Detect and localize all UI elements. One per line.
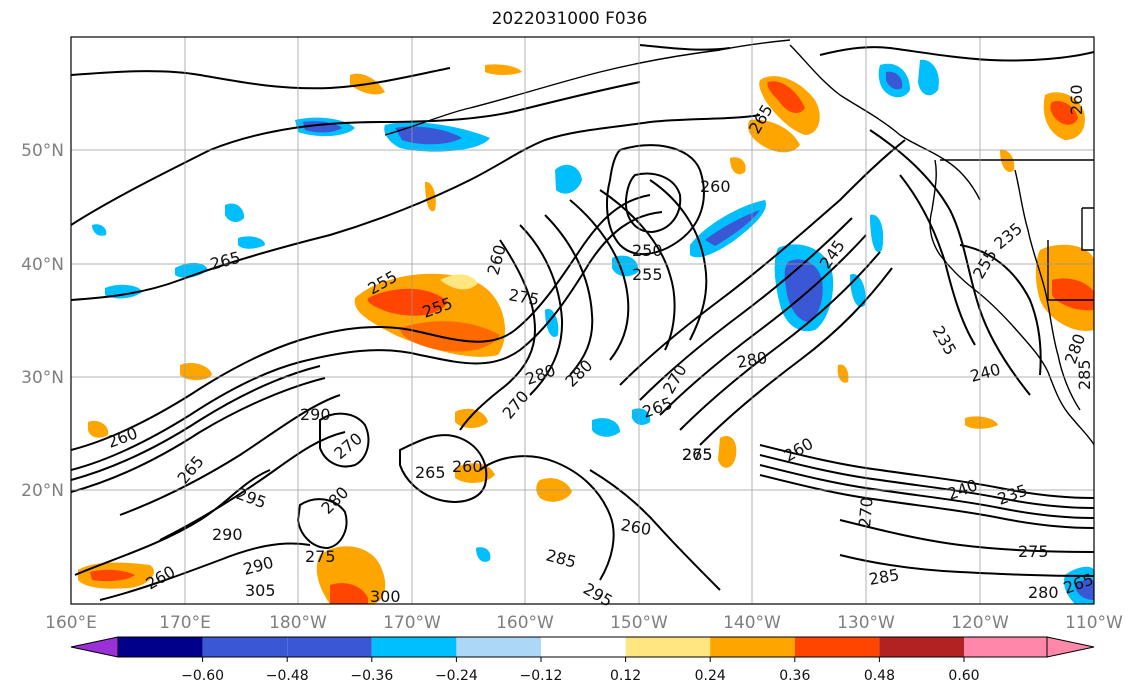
- contour-label: 250: [632, 241, 663, 260]
- positive-anomaly-blob: [354, 273, 506, 357]
- lon-tick-label: 160°W: [496, 613, 554, 633]
- colorbar-label: 0.60: [948, 668, 979, 684]
- colorbar-segment: [964, 637, 1047, 657]
- colorbar-segment: [287, 637, 372, 657]
- negative-anomaly-blob: [878, 59, 939, 98]
- contour-label: 265: [415, 463, 446, 482]
- latitude-axis: 50°N 40°N 30°N 20°N: [21, 141, 64, 501]
- lon-tick-label: 180°W: [269, 613, 327, 633]
- colorbar-label: −0.12: [520, 668, 563, 684]
- positive-anomaly-blob: [1043, 92, 1085, 140]
- lon-tick-label: 110°W: [1065, 613, 1123, 633]
- contour-label: 260: [452, 457, 483, 476]
- colorbar: −0.60 −0.48 −0.36 −0.24 −0.12 0.12 0.24 …: [70, 636, 1095, 684]
- positive-anomaly-blob: [1035, 244, 1094, 331]
- lon-tick-label: 170°E: [159, 613, 211, 633]
- contour-label: 280: [1028, 583, 1059, 602]
- lon-tick-label: 130°W: [837, 613, 895, 633]
- positive-anomaly-blob: [747, 76, 820, 153]
- negative-anomaly-blob: [690, 200, 766, 258]
- colorbar-segment: [879, 637, 964, 657]
- colorbar-segment: [118, 637, 203, 657]
- colorbar-segment: [794, 637, 880, 657]
- lon-tick-label: 160°E: [45, 613, 97, 633]
- contour-label: 275: [305, 547, 336, 566]
- colorbar-segment: [371, 637, 457, 657]
- colorbar-segment: [541, 637, 626, 657]
- positive-anomaly-blob: [316, 546, 386, 604]
- colorbar-label: −0.36: [350, 668, 393, 684]
- lat-tick-label: 50°N: [21, 141, 64, 161]
- negative-anomaly-blob: [774, 244, 834, 332]
- contour-label: 265: [682, 445, 713, 464]
- map-frame: [70, 36, 1095, 605]
- longitude-axis: 160°E 170°E 180°W 170°W 160°W 150°W 140°…: [45, 613, 1123, 633]
- coastlines: [384, 39, 1094, 446]
- filled-contours: [78, 59, 1094, 604]
- contour-label: 275: [682, 445, 713, 464]
- colorbar-label: −0.24: [435, 668, 478, 684]
- colorbar-ticks: [202, 657, 965, 662]
- contour-label: 290: [212, 525, 243, 544]
- lon-tick-label: 150°W: [610, 613, 668, 633]
- colorbar-label: 0.36: [779, 668, 810, 684]
- contour-label: 290: [300, 405, 331, 424]
- colorbar-extend-high: [1046, 636, 1095, 658]
- colorbar-label: −0.60: [181, 668, 224, 684]
- lon-tick-label: 140°W: [723, 613, 781, 633]
- map-background: [71, 37, 1094, 604]
- colorbar-label: 0.24: [695, 668, 726, 684]
- contour-label: 305: [245, 581, 276, 600]
- contour-lines: [71, 44, 1094, 601]
- lat-tick-label: 20°N: [21, 481, 64, 501]
- positive-anomaly-blob: [78, 562, 154, 589]
- colorbar-segment: [202, 637, 288, 657]
- colorbar-segment: [710, 637, 795, 657]
- contour-label: 300: [370, 587, 401, 606]
- colorbar-segment: [625, 637, 711, 657]
- contour-label: 285: [1075, 359, 1094, 390]
- colorbar-frame: [117, 636, 1048, 658]
- contour-label: 275: [1018, 542, 1049, 561]
- chart-title: 2022031000 F036: [491, 9, 648, 29]
- lon-tick-label: 120°W: [951, 613, 1009, 633]
- contour-label: 260: [700, 177, 731, 196]
- contour-label: 270: [855, 496, 877, 528]
- lat-tick-label: 30°N: [21, 368, 64, 388]
- lon-tick-label: 170°W: [383, 613, 441, 633]
- colorbar-segment: [456, 637, 541, 657]
- contour-label: 255: [632, 265, 663, 284]
- gridlines: [71, 37, 1094, 604]
- colorbar-extend-low: [70, 636, 119, 658]
- colorbar-label: 0.12: [610, 668, 641, 684]
- contour-label: 260: [1067, 84, 1086, 115]
- colorbar-label: −0.48: [266, 668, 309, 684]
- colorbar-label: 0.48: [864, 668, 895, 684]
- lat-tick-label: 40°N: [21, 255, 64, 275]
